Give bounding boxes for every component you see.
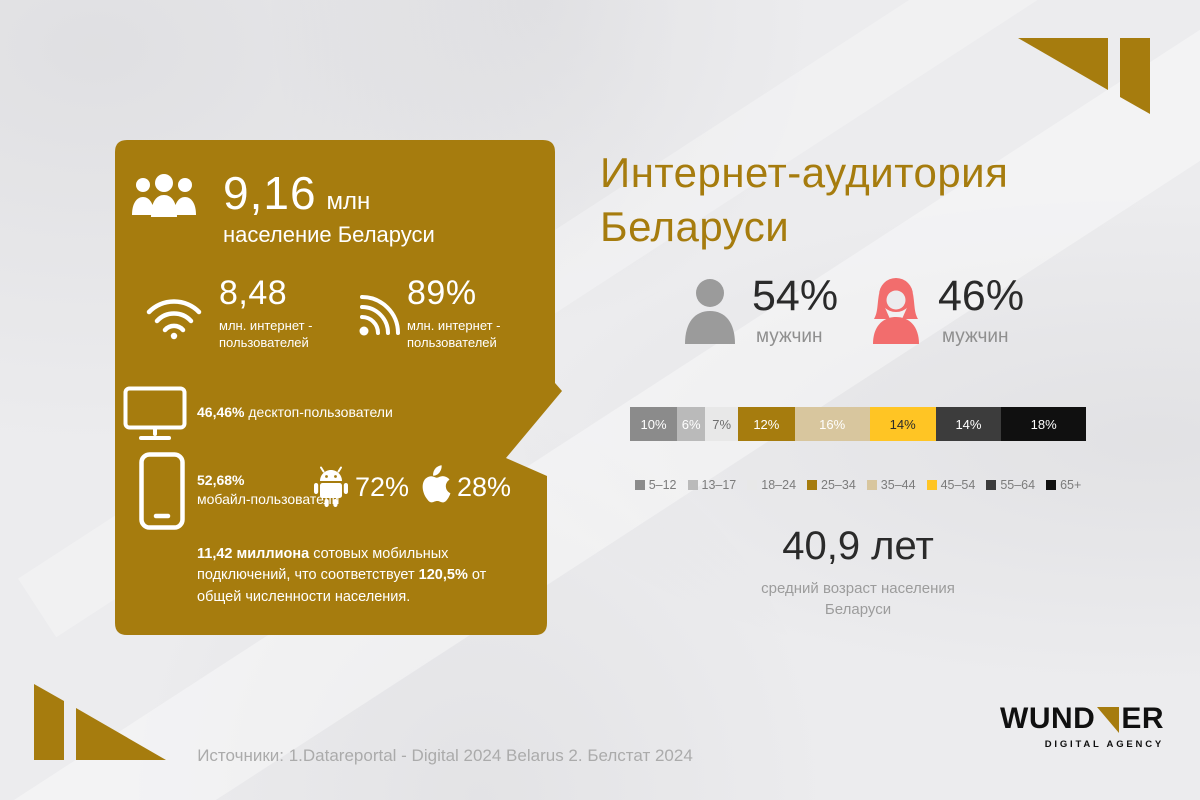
legend-item: 35–44	[866, 478, 916, 492]
age-bar-segment: 10%	[630, 407, 678, 441]
wifi-icon	[146, 299, 202, 340]
internet-users-caption-line1: млн. интернет -	[219, 318, 313, 333]
mobile-label: мобайл-пользователи	[197, 491, 340, 507]
age-bar-segment: 18%	[1001, 407, 1086, 441]
corner-triangles-bottom-left	[34, 684, 166, 760]
legend-label: 65+	[1060, 478, 1082, 492]
logo-tagline: DIGITAL AGENCY	[1044, 739, 1164, 750]
mobile-value: 52,68%	[197, 472, 245, 488]
android-share-value: 72%	[355, 472, 410, 502]
legend-label: 18–24	[761, 478, 797, 492]
legend-item: 18–24	[747, 478, 796, 492]
legend-label: 13–17	[701, 478, 737, 492]
age-legend: 5–12 13–17 18–24 25–34 35–44 45–54 55–64 65+	[608, 478, 1108, 492]
page-title-line1: Интернет-аудитория	[600, 149, 1009, 196]
population-unit: млн	[326, 188, 371, 215]
average-age-label-line2: Беларуси	[824, 601, 892, 618]
mobile-connections-text: 11,42 миллиона сотовых мобильных подключ…	[197, 544, 509, 608]
female-label: мужчин	[942, 326, 1009, 347]
internet-share-value: 89%	[407, 274, 477, 312]
population-label: население Беларуси	[223, 222, 435, 247]
average-age-block: 40,9 лет средний возраст населения Белар…	[630, 524, 1086, 620]
age-structure-bar: 10% 6% 7% 12% 16% 14% 14% 18%	[630, 407, 1086, 441]
legend-label: 45–54	[940, 478, 976, 492]
legend-swatch	[986, 480, 997, 490]
legend-swatch	[866, 480, 877, 490]
legend-label: 55–64	[1000, 478, 1036, 492]
female-icon	[873, 278, 919, 344]
wunder-logo-row: WUND ER	[1000, 702, 1164, 736]
internet-share-caption: млн. интернет - пользователей	[407, 318, 501, 352]
legend-item: 13–17	[687, 478, 737, 492]
male-label: мужчин	[756, 326, 823, 347]
connections-text1: сотовых мобильных подключений, что соотв…	[197, 546, 449, 584]
legend-item: 5–12	[634, 478, 677, 492]
male-icon	[685, 279, 735, 344]
internet-users-caption: млн. интернет - пользователей	[219, 318, 313, 352]
legend-item: 55–64	[986, 478, 1035, 492]
legend-swatch	[926, 480, 937, 490]
legend-swatch	[634, 480, 645, 490]
connections-bold2: 120,5%	[418, 567, 468, 584]
legend-swatch	[1046, 480, 1057, 490]
population-value-row: 9,16 млн	[223, 166, 370, 220]
desktop-value: 46,46%	[197, 404, 245, 420]
legend-item: 65+	[1046, 478, 1081, 492]
stats-card-content: 9,16 млн население Беларуси 8,48 млн. ин…	[115, 140, 565, 635]
apple-share-value: 28%	[457, 472, 512, 502]
connections-bold1: 11,42 миллиона	[197, 546, 310, 562]
internet-users-caption-line2: пользователей	[219, 334, 309, 350]
signal-waves-icon	[359, 295, 400, 336]
smartphone-icon	[139, 452, 185, 530]
average-age-label-line1: средний возраст населения	[761, 580, 955, 597]
age-bar-segment: 14%	[869, 407, 936, 441]
age-bar-segment: 16%	[794, 407, 870, 441]
sources-text: Источники: 1.Datareportal - Digital 2024…	[197, 746, 693, 765]
stats-card: 9,16 млн население Беларуси 8,48 млн. ин…	[115, 140, 565, 635]
legend-item: 45–54	[926, 478, 976, 492]
population-value: 9,16	[223, 167, 317, 219]
age-bar-segment: 6%	[677, 407, 706, 441]
desktop-stat: 46,46% десктоп-пользователи	[197, 404, 393, 422]
page-title: Интернет-аудитория Беларуси	[600, 146, 1120, 254]
legend-swatch	[807, 480, 818, 490]
age-bar-segment: 12%	[738, 407, 795, 441]
female-percentage: 46%	[938, 272, 1025, 320]
internet-share-caption-line2: пользователей	[407, 334, 497, 350]
legend-swatch	[687, 480, 698, 490]
legend-label: 5–12	[648, 478, 677, 492]
legend-label: 35–44	[880, 478, 916, 492]
male-percentage: 54%	[752, 272, 839, 320]
internet-users-value: 8,48	[219, 274, 288, 312]
stats-card-shape	[115, 140, 562, 635]
wunder-logo: WUND ER DIGITAL AGENCY	[1000, 702, 1164, 750]
internet-share-caption-line1: млн. интернет -	[407, 318, 501, 333]
age-bar-segment: 14%	[935, 407, 1002, 441]
apple-icon	[422, 465, 451, 503]
average-age-value: 40,9 лет	[782, 524, 934, 568]
wunder-logo-triangle-icon	[1097, 707, 1120, 733]
age-bar-segment: 7%	[705, 407, 739, 441]
logo-text-before: WUND	[1000, 702, 1096, 735]
legend-swatch	[747, 480, 758, 490]
logo-text-after: ER	[1121, 702, 1164, 735]
connections-text2: от общей численности населения.	[197, 567, 487, 605]
legend-label: 25–34	[821, 478, 856, 492]
desktop-monitor-icon	[123, 386, 187, 440]
legend-item: 25–34	[807, 478, 856, 492]
android-icon	[314, 466, 348, 507]
people-group-icon	[132, 174, 196, 217]
corner-triangles-top-right	[1018, 38, 1150, 114]
page-title-line2: Беларуси	[600, 202, 790, 250]
desktop-label: десктоп-пользователи	[244, 404, 393, 420]
